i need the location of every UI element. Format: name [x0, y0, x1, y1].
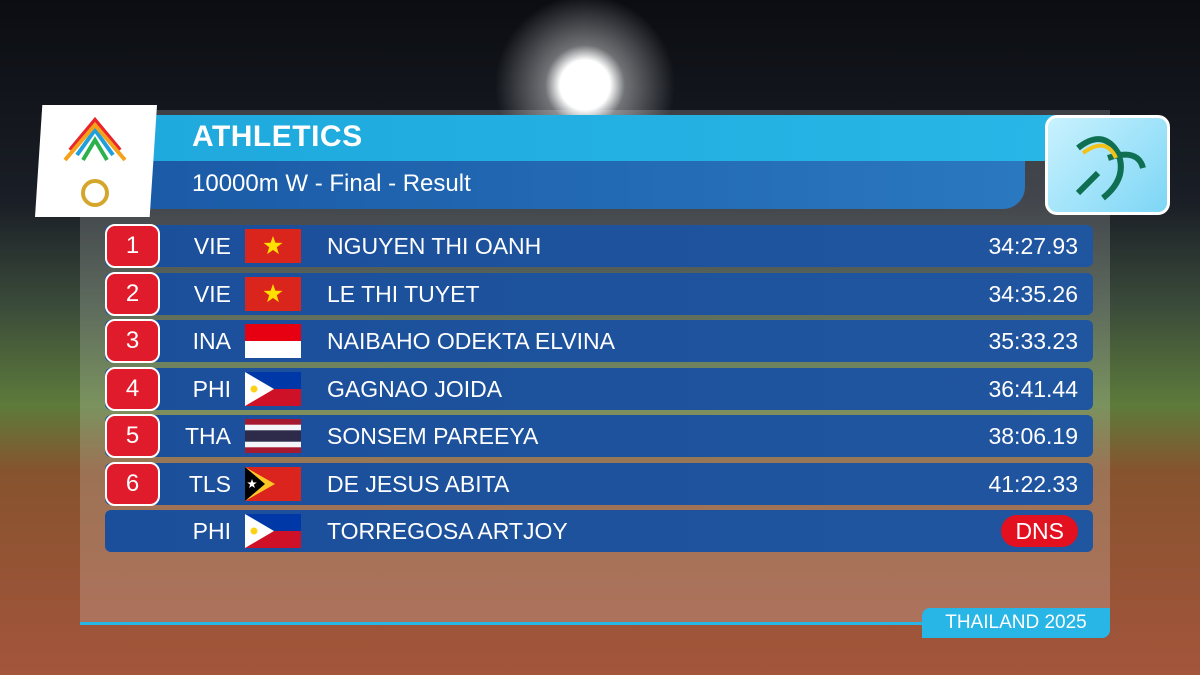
- country-code: VIE: [193, 280, 231, 307]
- country-flag: [245, 371, 301, 406]
- flag-art: [245, 514, 301, 548]
- games-logo: [35, 105, 157, 217]
- rank-badge: 5: [105, 414, 160, 458]
- country-flag: [245, 466, 301, 501]
- result-time: 34:27.93: [988, 233, 1078, 259]
- country-code: THA: [185, 423, 231, 449]
- country-code: VIE: [193, 233, 231, 259]
- athlete-name: TORREGOSA ARTJOY: [327, 518, 568, 544]
- result-time: 35:33.23: [988, 328, 1078, 354]
- header-bar: [140, 115, 1060, 161]
- athlete-name: LE THI TUYET: [327, 280, 480, 307]
- country-code: INA: [192, 328, 231, 354]
- rank-badge: 3: [105, 319, 160, 363]
- result-row: 2 VIE LE THI TUYET 34:35.26: [105, 271, 1093, 316]
- event-title: 10000m W - Final - Result: [192, 170, 471, 197]
- country-flag: [245, 324, 301, 358]
- result-time: 38:06.19: [988, 423, 1078, 449]
- rank-badge: 1: [105, 224, 160, 268]
- athlete-name: DE JESUS ABITA: [327, 470, 510, 497]
- flag-art: [245, 419, 301, 453]
- result-time: 41:22.33: [988, 470, 1078, 497]
- country-flag: [245, 229, 301, 263]
- flag-art: [245, 324, 301, 358]
- logo-art: [63, 116, 127, 207]
- runner-icon: [1075, 136, 1146, 201]
- country-code: TLS: [188, 470, 231, 497]
- country-flag: [245, 276, 301, 311]
- result-row: 5 THA SONSEM PAREEYA 38:06.19: [105, 414, 1093, 458]
- result-row: 4 PHI GAGNAO JOIDA 36:41.44: [105, 366, 1093, 411]
- footer-line: [80, 622, 1110, 625]
- result-time: DNS: [1001, 515, 1078, 547]
- result-row: 6 TLS DE JESUS ABITA 41:22.33: [105, 461, 1093, 506]
- flag-art: [245, 371, 301, 406]
- flag-art: [245, 466, 301, 501]
- athlete-name: GAGNAO JOIDA: [327, 375, 503, 402]
- flag-art: [245, 276, 301, 311]
- rank-badge: 6: [105, 461, 160, 506]
- rank-badge: 2: [105, 271, 160, 316]
- result-time: 34:35.26: [988, 280, 1078, 307]
- result-row: 1 VIE NGUYEN THI OANH 34:27.93: [105, 224, 1093, 268]
- subheader-bar: [140, 161, 1025, 209]
- result-row: PHI TORREGOSA ARTJOY DNS: [105, 510, 1093, 552]
- edition-label: THAILAND 2025: [922, 608, 1110, 638]
- country-flag: [245, 419, 301, 453]
- country-code: PHI: [192, 375, 231, 402]
- sport-icon: [1045, 115, 1170, 215]
- country-code: PHI: [192, 518, 231, 544]
- result-row: 3 INA NAIBAHO ODEKTA ELVINA 35:33.23: [105, 319, 1093, 363]
- athlete-name: NGUYEN THI OANH: [327, 233, 542, 259]
- athlete-name: NAIBAHO ODEKTA ELVINA: [327, 328, 616, 354]
- result-time: 36:41.44: [988, 375, 1078, 402]
- sport-title: ATHLETICS: [192, 120, 363, 153]
- rank-badge: 4: [105, 366, 160, 411]
- flag-art: [245, 229, 301, 263]
- country-flag: [245, 514, 301, 548]
- athlete-name: SONSEM PAREEYA: [327, 423, 539, 449]
